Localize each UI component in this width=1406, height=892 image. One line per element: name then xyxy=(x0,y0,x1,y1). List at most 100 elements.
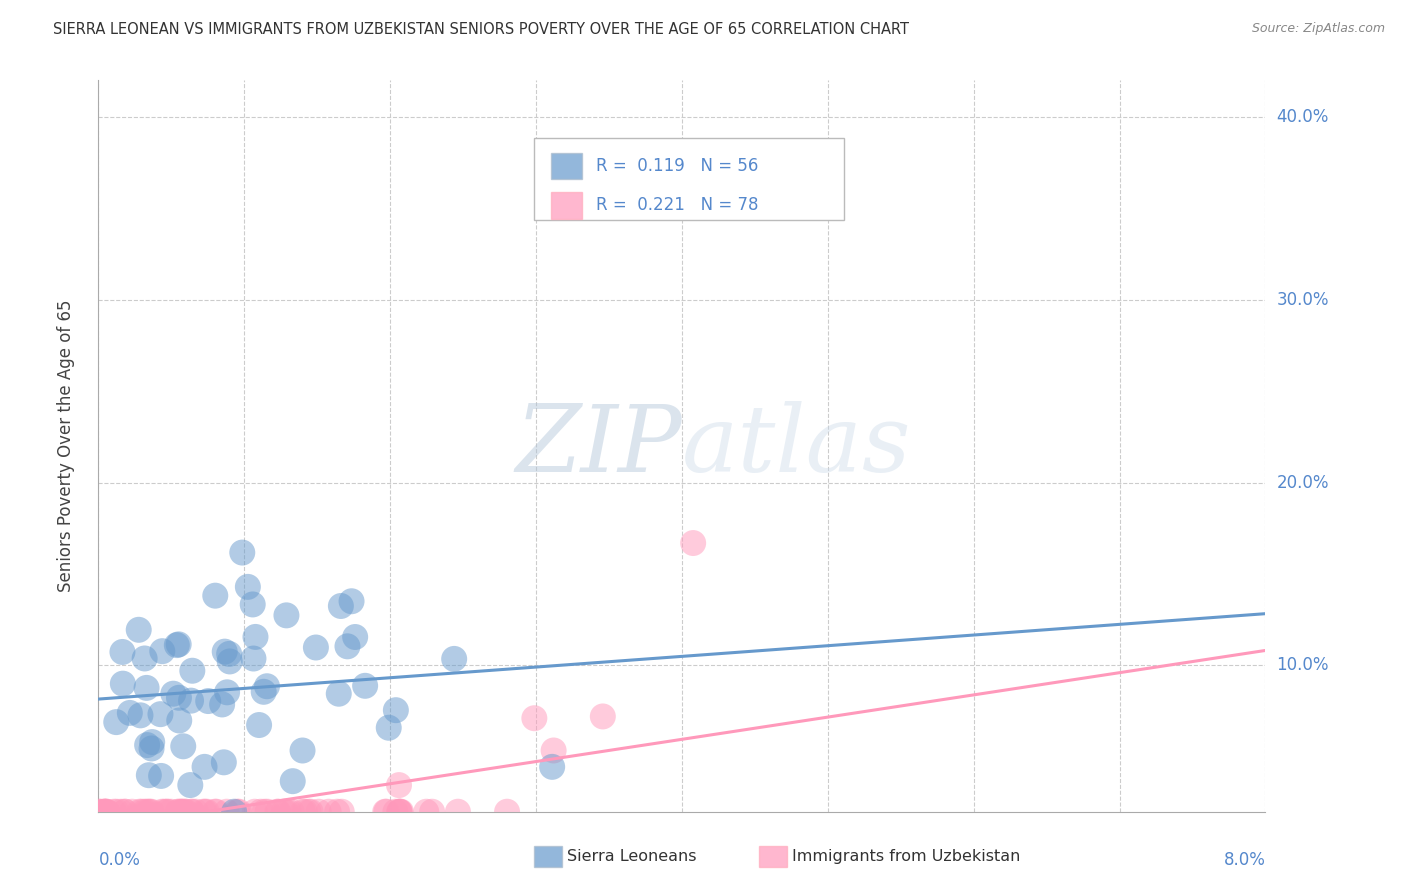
Point xyxy=(105,805,128,819)
Point xyxy=(184,805,207,819)
Point xyxy=(89,805,111,819)
Point xyxy=(388,778,411,792)
Point xyxy=(242,651,264,665)
Point xyxy=(111,676,134,690)
Point xyxy=(214,645,236,659)
Point xyxy=(121,805,143,819)
Point xyxy=(253,805,276,819)
Point xyxy=(93,805,115,819)
Text: atlas: atlas xyxy=(682,401,911,491)
Point xyxy=(159,805,181,819)
Text: ZIP: ZIP xyxy=(515,401,682,491)
Point xyxy=(167,805,190,819)
Point xyxy=(193,760,215,774)
Point xyxy=(388,805,411,819)
Point xyxy=(242,598,264,612)
Text: 8.0%: 8.0% xyxy=(1223,851,1265,869)
Point xyxy=(266,805,288,819)
Text: R =  0.119   N = 56: R = 0.119 N = 56 xyxy=(596,157,758,175)
Point xyxy=(336,640,359,654)
Point xyxy=(96,805,118,819)
Point xyxy=(170,805,193,819)
Point xyxy=(136,738,159,752)
Point xyxy=(153,805,176,819)
Point xyxy=(415,805,437,819)
Point xyxy=(388,805,411,819)
Point xyxy=(138,805,160,819)
Point xyxy=(236,580,259,594)
Point xyxy=(167,714,190,728)
Point xyxy=(134,651,156,665)
Point xyxy=(443,652,465,666)
Point xyxy=(344,630,367,644)
Point xyxy=(181,664,204,678)
Point xyxy=(212,756,235,770)
Point xyxy=(179,778,201,792)
Point xyxy=(172,739,194,754)
Point xyxy=(299,805,322,819)
Point xyxy=(253,685,276,699)
Text: Immigrants from Uzbekistan: Immigrants from Uzbekistan xyxy=(792,849,1019,863)
Point xyxy=(197,694,219,708)
Point xyxy=(150,769,173,783)
Text: 0.0%: 0.0% xyxy=(98,851,141,869)
Point xyxy=(167,690,190,705)
Point xyxy=(523,711,546,725)
Text: Sierra Leoneans: Sierra Leoneans xyxy=(567,849,696,863)
Point xyxy=(375,805,398,819)
Y-axis label: Seniors Poverty Over the Age of 65: Seniors Poverty Over the Age of 65 xyxy=(56,300,75,592)
Point xyxy=(682,536,704,550)
Point xyxy=(297,805,319,819)
Point xyxy=(496,805,519,819)
Point xyxy=(247,718,270,732)
Point xyxy=(308,805,330,819)
Text: 20.0%: 20.0% xyxy=(1277,474,1329,491)
Point xyxy=(226,805,249,819)
Point xyxy=(204,805,226,819)
Point xyxy=(150,805,173,819)
Point xyxy=(170,805,193,819)
Point xyxy=(129,708,152,723)
Point xyxy=(211,698,233,712)
Point xyxy=(110,805,132,819)
Text: Source: ZipAtlas.com: Source: ZipAtlas.com xyxy=(1251,22,1385,36)
Text: 10.0%: 10.0% xyxy=(1277,657,1329,674)
Text: R =  0.221   N = 78: R = 0.221 N = 78 xyxy=(596,196,759,214)
Point xyxy=(93,805,115,819)
Point xyxy=(224,805,246,819)
Point xyxy=(96,805,118,819)
Point xyxy=(291,743,314,757)
Point xyxy=(93,805,115,819)
Point xyxy=(141,805,163,819)
Point xyxy=(276,608,298,623)
Point xyxy=(105,715,128,730)
Point xyxy=(204,589,226,603)
Point xyxy=(330,805,353,819)
Point xyxy=(111,645,134,659)
Point xyxy=(218,647,240,661)
Text: SIERRA LEONEAN VS IMMIGRANTS FROM UZBEKISTAN SENIORS POVERTY OVER THE AGE OF 65 : SIERRA LEONEAN VS IMMIGRANTS FROM UZBEKI… xyxy=(53,22,910,37)
Point xyxy=(138,768,160,782)
Point xyxy=(389,805,412,819)
Point xyxy=(420,805,443,819)
Point xyxy=(193,805,215,819)
Point xyxy=(156,805,179,819)
Point xyxy=(256,805,278,819)
Point xyxy=(172,805,194,819)
Point xyxy=(174,805,197,819)
Point xyxy=(167,637,190,651)
Point xyxy=(280,805,302,819)
Point xyxy=(592,709,614,723)
Point xyxy=(89,805,111,819)
Point xyxy=(131,805,153,819)
Point xyxy=(134,805,156,819)
Point xyxy=(114,805,136,819)
Point xyxy=(118,706,141,720)
Point xyxy=(135,681,157,695)
Point xyxy=(141,741,163,756)
Point xyxy=(541,760,564,774)
Point xyxy=(274,805,297,819)
Point xyxy=(162,687,184,701)
Point xyxy=(141,735,163,749)
Point xyxy=(447,805,470,819)
